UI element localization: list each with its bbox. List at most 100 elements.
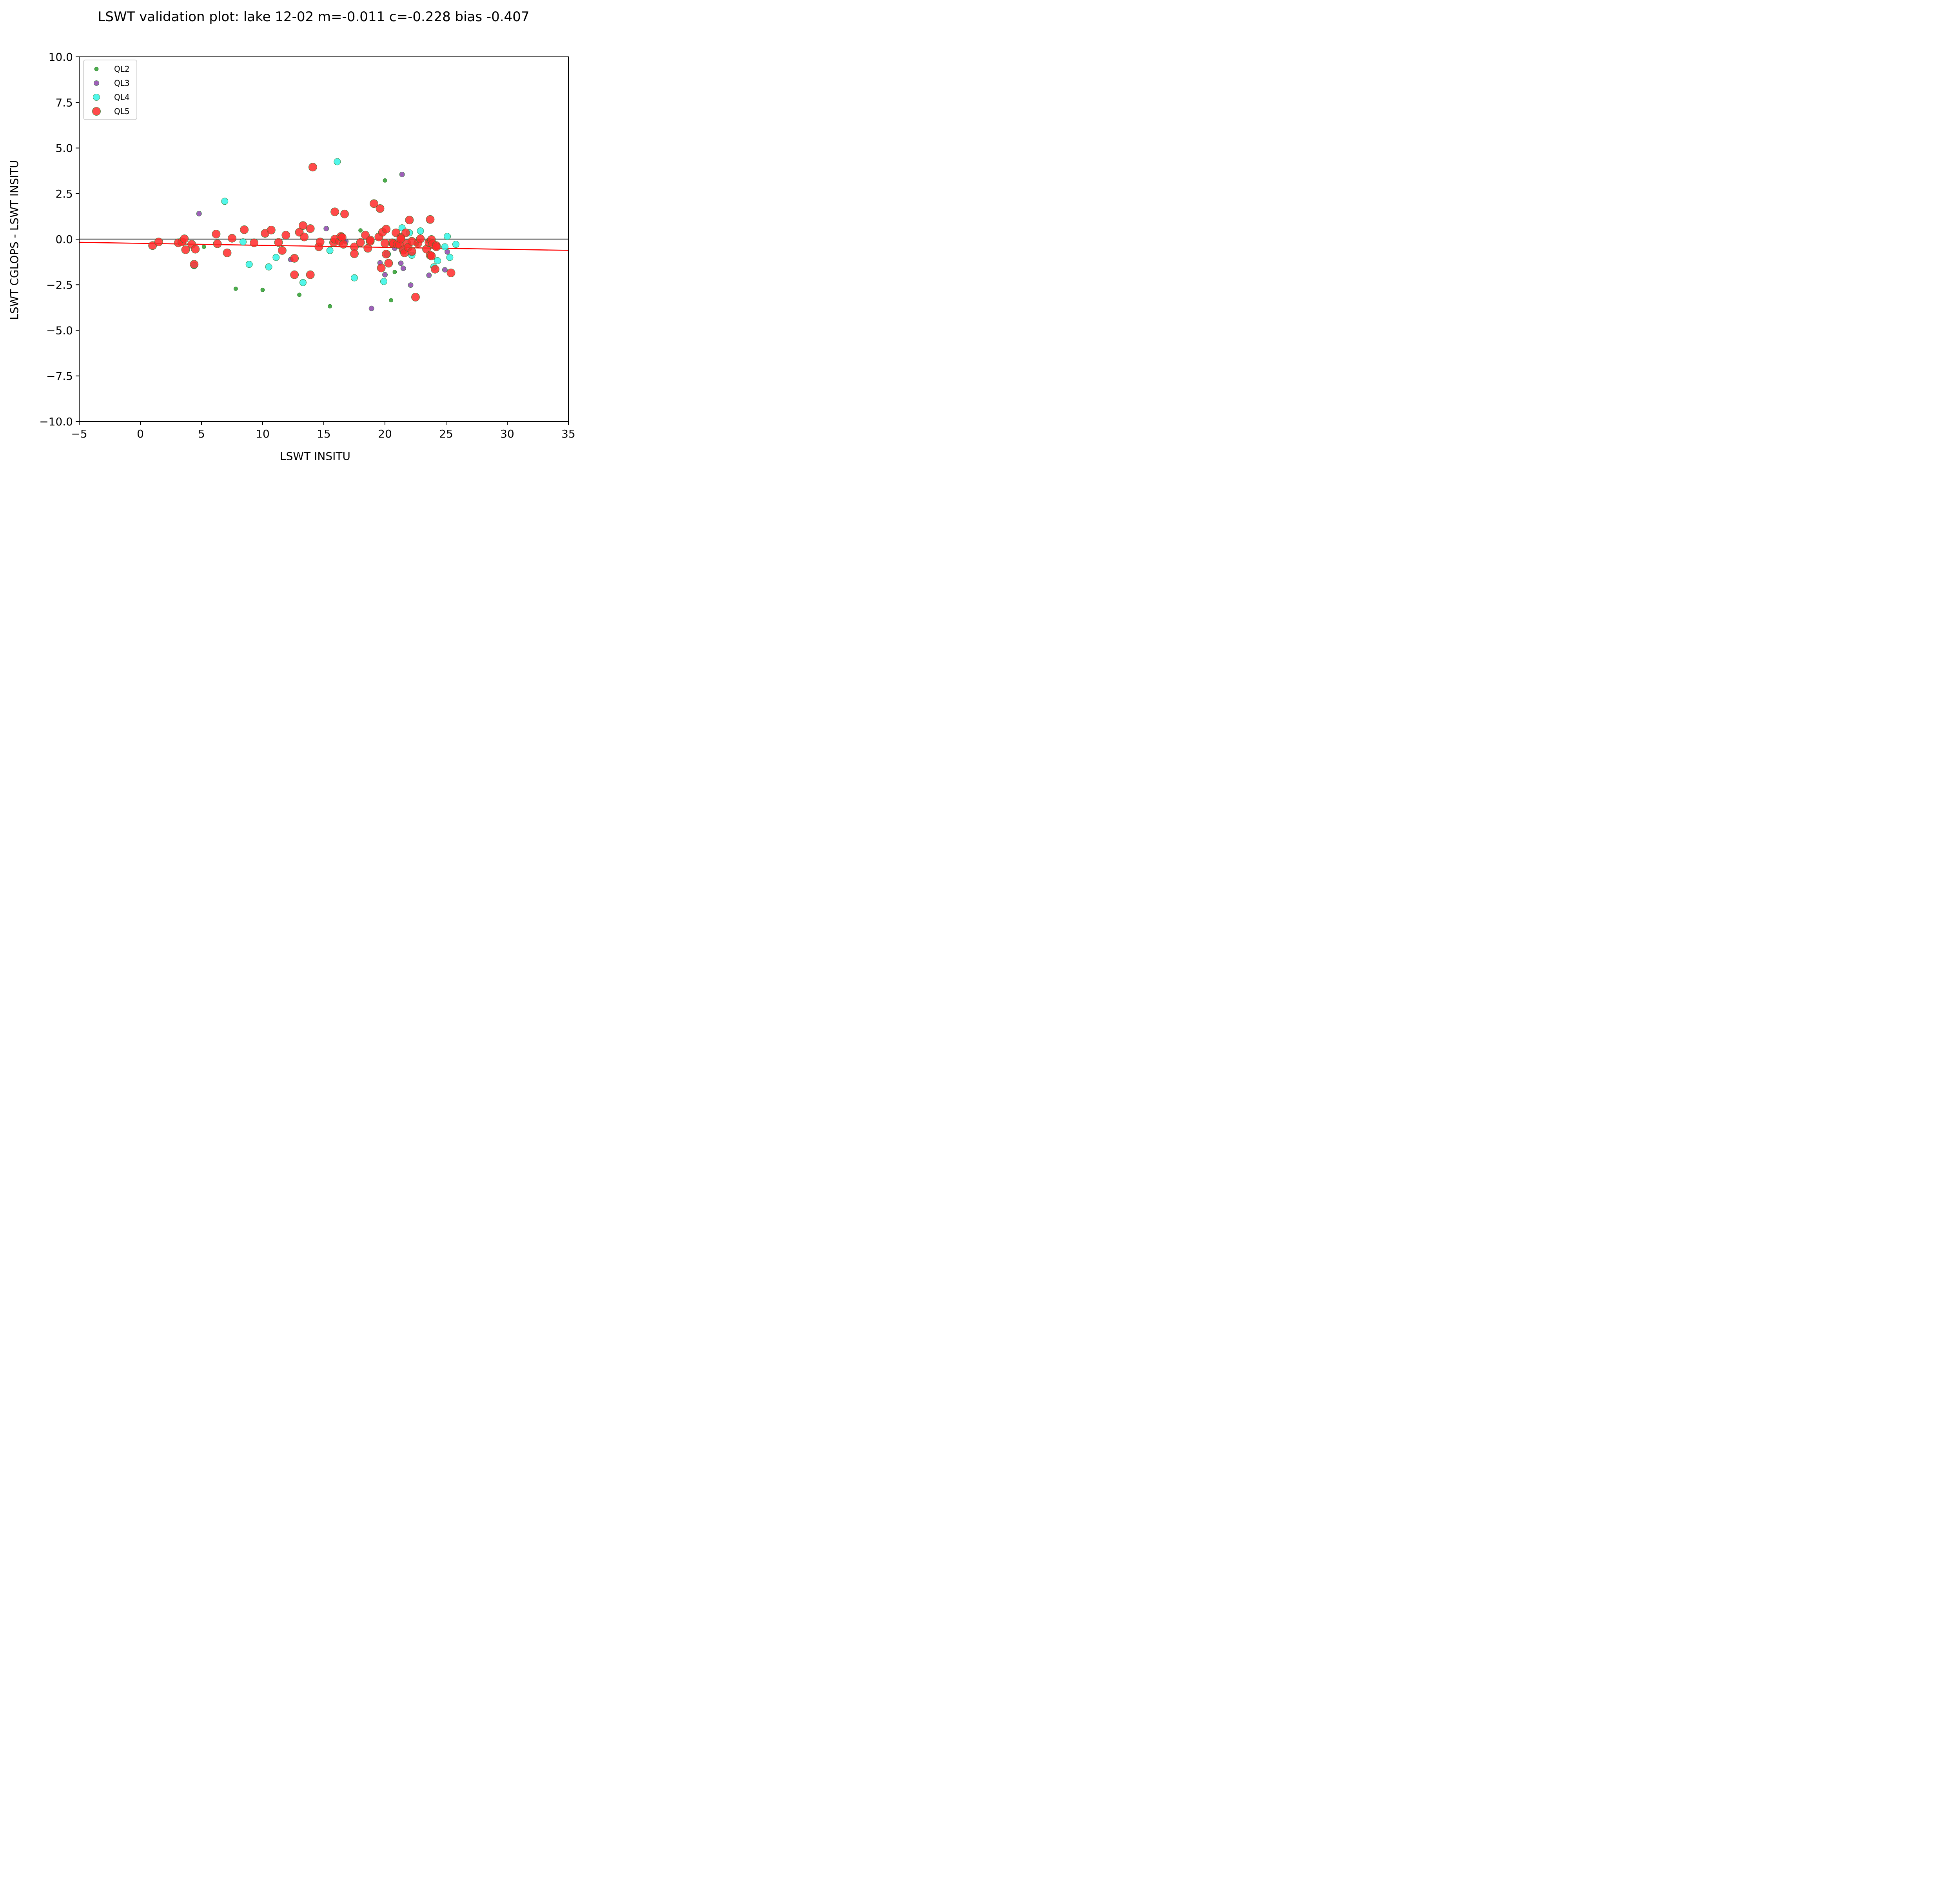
data-point-ql5 [376,204,385,213]
data-point-ql4 [446,254,454,261]
data-point-ql5 [350,249,359,258]
data-point-ql4 [351,274,358,282]
data-point-ql5 [267,225,276,234]
data-point-ql4 [444,233,451,240]
data-point-ql2 [389,298,393,303]
data-point-ql5 [191,245,200,254]
data-point-ql5 [427,251,436,260]
y-tick-label: 7.5 [55,96,73,109]
data-point-ql4 [334,158,341,165]
data-point-ql3 [426,272,432,278]
data-point-ql4 [240,238,247,245]
data-point-ql5 [240,225,249,234]
data-point-ql5 [356,238,365,247]
data-point-ql3 [368,305,374,311]
y-tick-label: 10.0 [49,51,73,64]
legend-label-ql4: QL4 [114,93,130,102]
data-point-ql5 [300,233,309,242]
x-axis-label: LSWT INSITU [280,450,350,463]
data-point-ql3 [398,260,404,266]
data-point-ql5 [377,263,386,272]
data-point-ql5 [223,248,232,257]
y-tick-label: −10.0 [39,415,73,428]
legend: QL2 QL3 QL4 QL5 [83,60,137,120]
y-tick-label: 0.0 [55,233,73,246]
legend-marker-ql4 [93,94,100,101]
data-point-ql5 [278,246,287,255]
data-point-ql5 [154,238,163,246]
series-ql4 [191,158,459,286]
legend-label-ql2: QL2 [114,64,130,74]
y-tick-label: −2.5 [46,278,73,291]
chart-figure: LSWT validation plot: lake 12-02 m=-0.01… [0,0,627,470]
x-tick-label: 15 [317,427,331,440]
data-point-ql2 [233,287,238,291]
data-point-ql4 [326,247,334,254]
data-point-ql4 [221,198,229,205]
data-point-ql5 [228,234,236,243]
data-point-ql4 [441,243,448,251]
data-point-ql2 [297,292,301,297]
x-tick-label: 20 [378,427,392,440]
x-tick-label: 5 [198,427,205,440]
data-point-ql5 [309,163,317,172]
data-point-ql3 [442,267,448,273]
data-point-ql5 [407,247,416,256]
legend-marker-ql5 [92,107,101,116]
data-point-ql4 [452,241,459,248]
data-point-ql2 [328,304,332,309]
data-point-ql5 [316,238,325,246]
scatter-chart: LSWT validation plot: lake 12-02 m=-0.01… [8,9,575,463]
data-point-ql5 [213,239,222,248]
data-point-ql3 [399,172,405,177]
legend-marker-ql3 [94,80,99,86]
data-point-ql5 [416,234,425,243]
y-axis-label: LSWT CGLOPS - LSWT INSITU [8,160,21,320]
data-point-ql5 [340,209,349,218]
data-point-ql4 [380,278,387,285]
y-tick-label: 5.0 [55,142,73,155]
x-tick-label: 10 [256,427,270,440]
data-point-ql3 [382,272,388,278]
data-point-ql5 [281,231,290,240]
data-point-ql2 [392,270,397,274]
data-point-ql5 [250,238,259,247]
data-point-ql2 [358,228,363,233]
data-point-ql5 [190,260,199,269]
data-point-ql5 [290,270,299,279]
legend-box [83,60,137,120]
data-point-ql5 [384,259,393,268]
data-point-ql2 [201,245,206,249]
data-point-ql5 [366,236,375,245]
chart-title: LSWT validation plot: lake 12-02 m=-0.01… [98,9,529,25]
data-point-ql5 [381,239,389,248]
data-point-ql5 [411,292,420,302]
data-point-ql4 [434,257,441,264]
data-point-ql5 [370,199,378,208]
data-point-ql4 [417,227,424,234]
data-point-ql3 [400,265,406,271]
legend-label-ql5: QL5 [114,107,130,116]
data-point-ql4 [272,254,280,261]
data-point-ql5 [181,245,190,254]
data-point-ql3 [323,226,329,231]
data-point-ql5 [306,270,315,279]
data-point-ql5 [330,207,339,216]
data-point-ql5 [274,238,283,247]
legend-marker-ql2 [94,67,99,71]
data-point-ql5 [382,225,391,234]
data-point-ql2 [383,178,387,183]
plot-area [79,158,568,311]
x-tick-label: 30 [500,427,514,440]
data-point-ql5 [306,224,315,233]
data-point-ql5 [382,250,391,259]
data-point-ql5 [405,216,414,225]
data-point-ql3 [445,249,450,255]
data-point-ql3 [196,211,202,216]
data-point-ql5 [446,269,456,277]
y-tick-label: 2.5 [55,187,73,200]
x-tick-label: 35 [561,427,575,440]
x-tick-label: −5 [71,427,87,440]
data-point-ql5 [339,240,348,249]
data-point-ql4 [265,263,272,271]
